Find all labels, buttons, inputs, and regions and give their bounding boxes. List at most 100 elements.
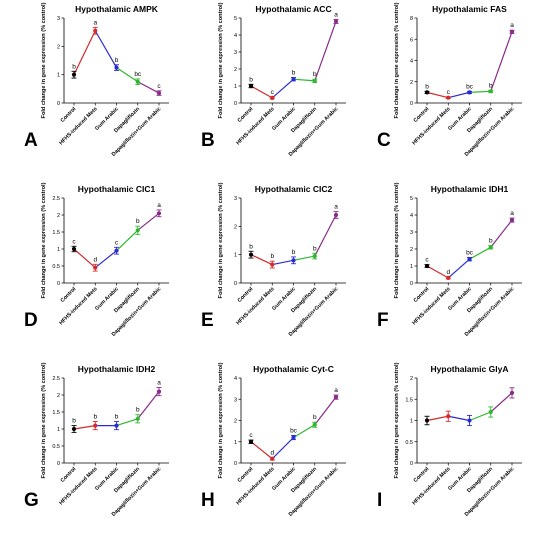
data-point: [509, 29, 515, 34]
y-tick-label: 0: [234, 101, 237, 107]
y-tick-label: 8: [410, 16, 413, 22]
data-point: [467, 257, 472, 262]
significance-letter: b: [115, 57, 119, 64]
series-line-segment: [116, 67, 139, 83]
panel-title: Hypothalamic IDH2: [78, 364, 156, 374]
data-point: [93, 28, 98, 33]
data-point: [446, 95, 451, 100]
y-tick-label: 2: [234, 419, 237, 425]
series-line-segment: [448, 91, 470, 99]
significance-letter: b: [115, 414, 119, 421]
panel-letter: A: [24, 130, 38, 151]
significance-letter: b: [93, 414, 97, 421]
series-line-segment: [293, 78, 315, 82]
x-tick-label: HFHS-induced Mets: [235, 106, 275, 146]
series-line-segment: [314, 214, 337, 257]
y-tick-label: 4: [410, 59, 413, 65]
data-point: [114, 423, 119, 428]
significance-letter: a: [334, 387, 338, 394]
significance-letter: b: [136, 218, 140, 225]
y-tick-label: 1: [410, 419, 413, 425]
data-point: [312, 78, 317, 83]
data-point: [488, 245, 493, 250]
series-line-segment: [271, 437, 294, 460]
series-line-segment: [137, 212, 160, 231]
series-line-segment: [490, 31, 513, 92]
significance-letter: c: [157, 83, 161, 90]
y-axis-label: Fold change in gene expression (% contro…: [218, 182, 224, 298]
y-tick-label: 2: [410, 247, 413, 253]
x-tick-label: HFHS-induced Mets: [411, 466, 451, 506]
data-point: [424, 418, 430, 423]
series-line-segment: [94, 250, 117, 269]
y-tick-label: 3: [234, 196, 237, 202]
y-axis-label: Fold change in gene expression (% contro…: [394, 2, 400, 118]
y-axis-label: Fold change in gene expression (% contro…: [41, 362, 47, 478]
y-tick-label: 0: [57, 281, 60, 287]
data-point: [156, 90, 162, 96]
panel-title: Hypothalamic GlyA: [431, 364, 509, 374]
panel-i: Hypothalamic GlyA 0 0.5 1 1.5 2 Fold change in…: [377, 362, 522, 518]
panel-title: Hypothalamic CIC1: [78, 184, 156, 194]
series-line-segment: [490, 392, 513, 413]
panel-title: Hypothalamic IDH1: [431, 184, 509, 194]
data-point: [424, 263, 430, 269]
y-tick-label: 2: [57, 393, 60, 399]
panel-title: Hypothalamic CIC2: [255, 184, 333, 194]
x-tick-label: Control: [60, 286, 78, 304]
y-tick-label: 2: [234, 224, 237, 230]
panel-title: Hypothalamic ACC: [255, 4, 331, 14]
data-point: [270, 456, 275, 461]
significance-letter: d: [446, 269, 450, 276]
panel-d: Hypothalamic CIC1 0 0.5 1 1.5 2 2.5 Fold change…: [24, 182, 169, 338]
significance-letter: c: [249, 432, 253, 439]
y-tick-label: 5: [410, 196, 413, 202]
data-point: [270, 262, 275, 267]
x-tick-label: HFHS-induced Mets: [235, 466, 275, 506]
y-axis-label: Fold change in gene expression (% contro…: [218, 362, 224, 478]
x-tick-label: Control: [413, 106, 431, 124]
significance-letter: b: [136, 407, 140, 414]
series-line-segment: [73, 30, 96, 75]
data-point: [248, 252, 254, 257]
significance-letter: c: [115, 239, 119, 246]
series-line-segment: [426, 265, 449, 279]
y-tick-label: 6: [410, 37, 413, 43]
data-point: [333, 19, 339, 24]
y-tick-label: 2: [234, 67, 237, 73]
y-axis-label: Fold change in gene expression (% contro…: [394, 362, 400, 478]
panel-title: Hypothalamic FAS: [432, 4, 507, 14]
y-tick-label: 1.5: [52, 230, 60, 236]
significance-letter: d: [93, 256, 97, 263]
data-point: [312, 422, 317, 427]
y-tick-label: 0: [410, 281, 413, 287]
significance-letter: bc: [134, 71, 142, 78]
panel-letter: F: [377, 310, 389, 331]
data-point: [446, 414, 451, 419]
significance-letter: a: [157, 202, 161, 209]
y-tick-label: 4: [234, 376, 237, 382]
series-line-segment: [314, 21, 337, 82]
significance-letter: b: [249, 243, 253, 250]
series-line-segment: [73, 425, 96, 430]
data-point: [71, 426, 77, 432]
data-point: [93, 265, 98, 270]
series-line-segment: [73, 248, 96, 269]
y-tick-label: 0: [234, 461, 237, 467]
panel-letter: E: [201, 310, 214, 331]
x-tick-label: HFHS-induced Mets: [58, 286, 98, 326]
significance-letter: c: [72, 238, 76, 245]
y-tick-label: 3: [234, 397, 237, 403]
y-tick-label: 2.5: [52, 376, 60, 382]
series-line-segment: [426, 91, 449, 99]
panel-title: Hypothalamic Cyt-C: [253, 364, 334, 374]
panel-letter: G: [24, 490, 39, 511]
x-tick-label: HFHS-induced Mets: [411, 286, 451, 326]
significance-letter: a: [334, 11, 338, 18]
y-tick-label: 4: [234, 33, 237, 39]
series-line-segment: [426, 415, 449, 422]
data-point: [333, 212, 339, 218]
significance-letter: bc: [290, 427, 298, 434]
significance-letter: a: [334, 204, 338, 211]
x-tick-label: Control: [413, 286, 431, 304]
